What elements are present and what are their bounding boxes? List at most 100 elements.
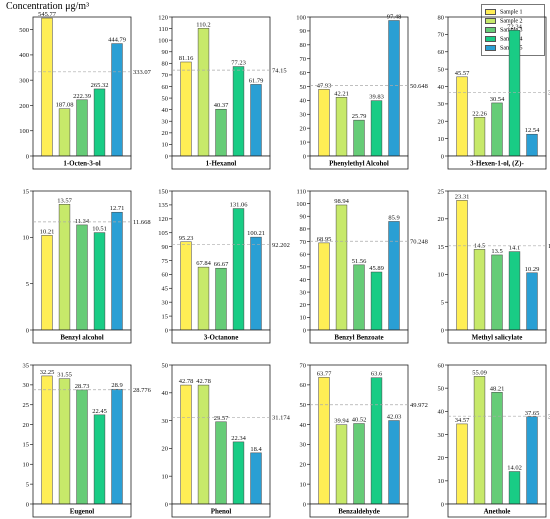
bar-value-label: 14.02 [507,465,522,472]
y-tick-label: 60 [438,362,445,369]
bar-sample-4 [93,88,106,157]
legend-swatch-3 [485,27,496,33]
y-tick-label: 40 [300,98,307,105]
bar-sample-5 [111,43,123,157]
mean-label: 37.908 [548,413,550,420]
mean-label: 74.15 [272,67,287,74]
panel-title-box [171,329,271,344]
bar-value-label: 18.4 [250,446,262,453]
panel-title-box [309,503,409,518]
bar-sample-2 [197,28,210,157]
bar-value-label: 55.09 [472,369,487,376]
bar-sample-3 [353,423,365,505]
bar-sample-1 [318,242,330,331]
bar-value-label: 265.32 [91,82,109,89]
chart-panel-11: 0 10 20 30 40 50 60 70 63.77 39.94 40.52 63.6 42.03 4… [300,362,428,518]
y-tick-label: 120 [158,216,168,223]
y-tick-label: 80 [300,226,307,233]
bar-value-label: 14.1 [509,245,520,252]
y-tick-label: 35 [23,362,30,369]
y-tick-label: 10 [300,315,307,322]
bar-sample-1 [180,61,192,157]
y-tick-label: 30 [162,300,169,307]
bar-value-label: 222.39 [73,93,91,100]
bar-value-label: 12.54 [525,127,540,134]
y-tick-label: 110 [158,26,168,33]
y-tick-label: 100 [296,201,306,208]
bar-value-label: 12.71 [110,205,125,212]
y-tick-label: 15 [438,244,445,251]
panel-title: Benzaldehyde [338,507,380,515]
panel-title-box [309,155,409,170]
bar-value-label: 68.95 [317,236,332,243]
y-tick-label: 70 [438,32,445,39]
y-tick-label: 0 [26,153,29,160]
panel-title-box [32,503,132,518]
y-tick-label: 60 [300,382,307,389]
y-tick-label: 20 [438,216,445,223]
bar-sample-5 [250,452,262,505]
bar-sample-2 [473,249,486,331]
bar-value-label: 40.37 [214,102,229,109]
bar-sample-5 [526,416,538,505]
y-tick-label: 70 [300,239,307,246]
y-tick-label: 50 [438,385,445,392]
panel-title-box [447,155,547,170]
y-tick-label: 50 [438,66,445,73]
bar-sample-2 [335,204,348,331]
bar-sample-5 [388,420,400,505]
y-tick-label: 60 [438,49,445,56]
bar-value-label: 28.9 [111,382,122,389]
bar-value-label: 22.26 [472,110,487,117]
bar-value-label: 110.2 [196,21,210,28]
bar-sample-3 [491,392,503,505]
bar-value-label: 72.34 [507,23,522,30]
y-tick-label: 30 [300,289,307,296]
y-tick-label: 0 [26,501,29,508]
panel-title: Benzyl Benzoate [334,333,383,341]
page-title: Concentration μg/m³ [6,1,90,12]
bar-sample-4 [370,271,383,331]
y-tick-label: 135 [158,202,168,209]
y-tick-label: 50 [300,402,307,409]
bar-value-label: 34.57 [455,417,470,424]
y-tick-label: 60 [300,70,307,77]
y-tick-label: 15 [162,313,169,320]
y-tick-label: 60 [300,251,307,258]
y-tick-label: 0 [441,153,444,160]
y-tick-label: 40 [438,84,445,91]
y-tick-label: 100 [296,14,306,21]
y-tick-label: 10 [162,474,169,481]
bar-sample-4 [508,251,521,331]
bar-value-label: 45.89 [369,265,384,272]
bar-value-label: 42.21 [334,90,349,97]
y-tick-label: 20 [300,462,307,469]
bar-sample-5 [111,388,123,505]
bar-value-label: 95.23 [179,235,194,242]
bar-value-label: 545.77 [38,11,57,18]
bar-sample-3 [76,389,88,505]
panel-title-box [171,503,271,518]
bar-value-label: 45.57 [455,70,470,77]
y-tick-label: 50 [162,362,169,369]
y-tick-label: 5 [26,281,29,288]
y-tick-label: 40 [162,390,169,397]
panel-title: Methyl salicylate [472,333,523,341]
bar-value-label: 42.78 [196,378,211,385]
y-tick-label: 0 [165,327,168,334]
bar-value-label: 63.6 [371,371,383,378]
bar-sample-3 [353,119,365,157]
bar-value-label: 67.84 [196,260,211,267]
y-tick-label: 40 [438,409,445,416]
mean-label: 333.07 [133,69,152,76]
bar-value-label: 63.77 [317,370,332,377]
bar-value-label: 40.52 [352,417,367,424]
mean-label: 11.668 [133,219,151,226]
bar-sample-3 [76,224,88,331]
bar-sample-2 [335,97,348,157]
y-tick-label: 10 [438,136,445,143]
bar-sample-1 [456,423,468,505]
y-tick-label: 400 [19,52,29,59]
y-tick-label: 50 [300,264,307,271]
